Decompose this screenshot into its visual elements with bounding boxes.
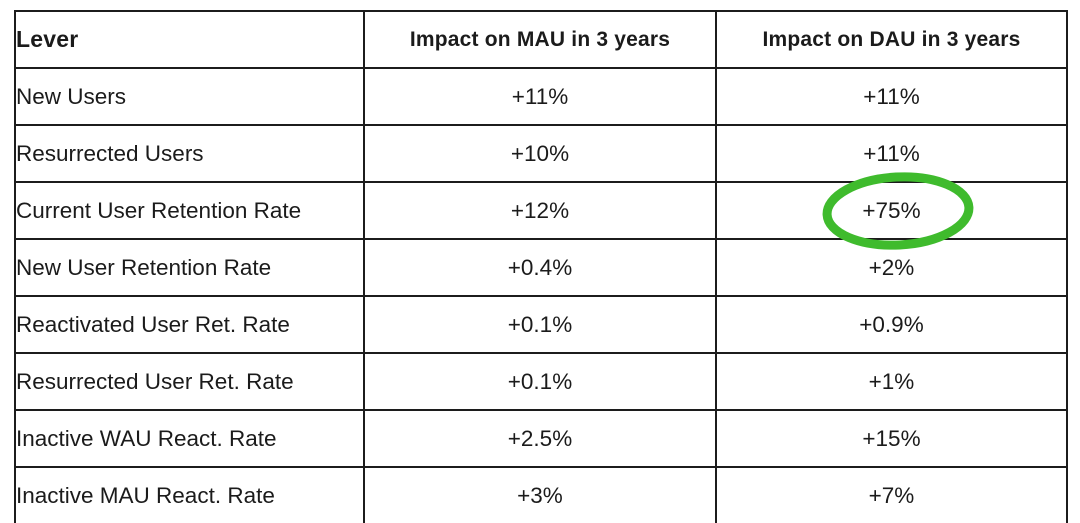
table-row: New User Retention Rate +0.4% +2% — [14, 238, 1068, 297]
table-row: Resurrected User Ret. Rate +0.1% +1% — [14, 352, 1068, 411]
cell-lever: Current User Retention Rate — [14, 181, 365, 240]
highlighted-value: +75% — [862, 197, 921, 223]
cell-mau: +12% — [363, 181, 717, 240]
cell-lever: Inactive MAU React. Rate — [14, 466, 365, 523]
cell-dau: +1% — [715, 352, 1068, 411]
cell-mau: +0.1% — [363, 352, 717, 411]
cell-lever: New Users — [14, 67, 365, 126]
table-row: Resurrected Users +10% +11% — [14, 124, 1068, 183]
cell-mau: +0.4% — [363, 238, 717, 297]
cell-lever: Reactivated User Ret. Rate — [14, 295, 365, 354]
table-row: Inactive MAU React. Rate +3% +7% — [14, 466, 1068, 523]
table-row: Current User Retention Rate +12% +75% — [14, 171, 1068, 250]
impact-table: Lever Impact on MAU in 3 years Impact on… — [14, 10, 1068, 523]
cell-lever: New User Retention Rate — [14, 238, 365, 297]
table-row: New Users +11% +11% — [14, 67, 1068, 126]
cell-mau: +11% — [363, 67, 717, 126]
column-header-mau: Impact on MAU in 3 years — [363, 10, 717, 69]
cell-dau: +11% — [715, 124, 1068, 183]
cell-lever: Inactive WAU React. Rate — [14, 409, 365, 468]
cell-mau: +3% — [363, 466, 717, 523]
cell-dau: +7% — [715, 466, 1068, 523]
cell-dau: +15% — [715, 409, 1068, 468]
cell-lever: Resurrected Users — [14, 124, 365, 183]
cell-dau: +0.9% — [715, 295, 1068, 354]
cell-mau: +0.1% — [363, 295, 717, 354]
table-row: Reactivated User Ret. Rate +0.1% +0.9% — [14, 295, 1068, 354]
cell-dau: +11% — [715, 67, 1068, 126]
cell-mau: +2.5% — [363, 409, 717, 468]
column-header-lever: Lever — [14, 10, 365, 69]
cell-dau-highlighted: +75% — [715, 171, 1068, 250]
table-row: Inactive WAU React. Rate +2.5% +15% — [14, 409, 1068, 468]
column-header-dau: Impact on DAU in 3 years — [715, 10, 1068, 69]
header-row: Lever Impact on MAU in 3 years Impact on… — [14, 10, 1068, 69]
cell-lever: Resurrected User Ret. Rate — [14, 352, 365, 411]
cell-mau: +10% — [363, 124, 717, 183]
cell-dau: +2% — [715, 238, 1068, 297]
